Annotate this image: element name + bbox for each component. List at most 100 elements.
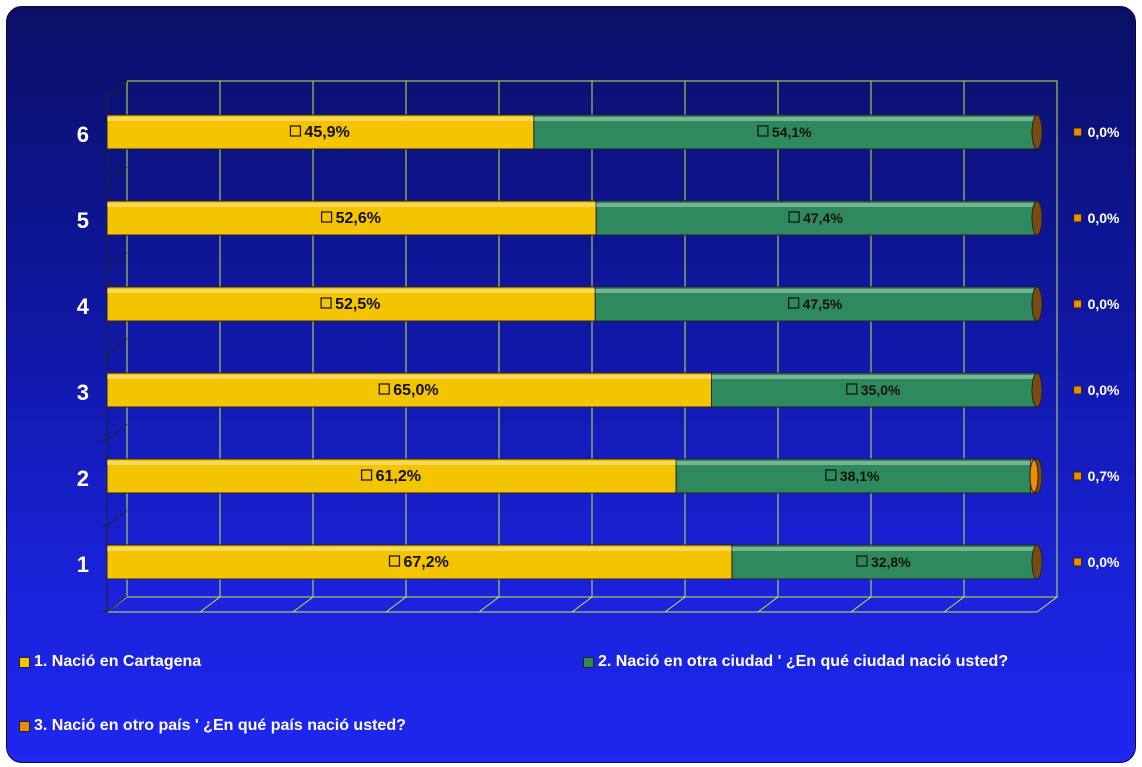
data-label-text: 45,9%	[304, 124, 349, 141]
bar-segment	[533, 114, 1038, 150]
data-label-text: 52,5%	[335, 296, 380, 313]
bar-highlight	[533, 117, 1037, 121]
legend-item-otra-ciudad: 2. Nació en otra ciudad ' ¿En qué ciudad…	[583, 653, 1008, 671]
bar-highlight	[731, 547, 1037, 551]
bar-end-cap	[1031, 372, 1043, 408]
floor-gridline	[292, 596, 314, 613]
data-label-text: 0,0%	[1088, 296, 1120, 312]
data-label: 65,0%	[378, 382, 439, 399]
bar-highlight	[676, 461, 1031, 465]
data-label-text: 0,7%	[1088, 468, 1120, 484]
data-label-text: 67,2%	[403, 554, 448, 571]
bar-segment	[106, 114, 535, 150]
data-label-marker-icon	[757, 125, 769, 137]
floor-gridline	[850, 596, 872, 613]
bar-highlight	[107, 117, 534, 121]
data-label: 38,1%	[825, 468, 880, 484]
data-label-marker-icon	[788, 211, 800, 223]
data-label-text: 47,5%	[803, 296, 843, 312]
side-wall-line	[106, 595, 128, 613]
legend-item-cartagena: 1. Nació en Cartagena	[19, 653, 201, 671]
category-tick-label: 1	[77, 552, 89, 577]
category-tick-label: 3	[77, 380, 89, 405]
floor-gridline	[757, 596, 779, 613]
chart-frame: 1 67,2% 32,8% 0,0% 2 61,2% 38,1% 0,7% 3 65,0% 35,0…	[6, 6, 1136, 763]
floor-gridline	[571, 596, 593, 613]
data-label: 0,0%	[1073, 124, 1120, 140]
data-label-text: 0,0%	[1088, 124, 1120, 140]
data-label-marker-icon	[856, 555, 868, 567]
data-label-text: 61,2%	[376, 468, 421, 485]
data-label-text: 38,1%	[840, 468, 880, 484]
category-tick-label: 2	[77, 466, 89, 491]
bar-segment	[106, 458, 677, 494]
data-label: 47,5%	[788, 296, 843, 312]
bar-highlight	[107, 547, 732, 551]
side-wall-line	[106, 80, 128, 98]
data-label: 0,0%	[1073, 210, 1120, 226]
data-label-text: 35,0%	[861, 382, 901, 398]
bar-highlight	[107, 461, 677, 465]
bar-highlight	[107, 289, 596, 293]
data-label-text: 54,1%	[772, 124, 812, 140]
bar-highlight	[711, 375, 1037, 379]
floor-gridline	[943, 596, 965, 613]
bar-segment	[106, 286, 596, 322]
data-label: 61,2%	[360, 468, 421, 485]
data-label: 0,7%	[1073, 468, 1120, 484]
data-label: 54,1%	[757, 124, 812, 140]
data-label-marker-icon	[1073, 127, 1083, 137]
side-wall-line	[106, 338, 128, 355]
data-label: 45,9%	[289, 124, 350, 141]
bar-end-cap	[1031, 544, 1043, 580]
category-tick-label: 5	[77, 208, 89, 233]
bar-end-cap	[1031, 286, 1043, 322]
data-label-marker-icon	[846, 383, 858, 395]
data-label-marker-icon	[1073, 385, 1083, 395]
side-wall-line	[106, 166, 128, 184]
data-label-text: 65,0%	[393, 382, 438, 399]
data-label: 47,4%	[788, 210, 843, 226]
data-label-marker-icon	[825, 469, 837, 481]
bar-segment	[106, 372, 712, 408]
legend-label: 2. Nació en otra ciudad ' ¿En qué ciudad…	[598, 653, 1009, 670]
data-label-text: 0,0%	[1088, 554, 1120, 570]
legend-swatch-icon	[19, 656, 30, 668]
data-label-text: 0,0%	[1088, 382, 1120, 398]
data-label-marker-icon	[788, 297, 800, 309]
bar-highlight	[107, 203, 597, 207]
data-label: 52,5%	[320, 296, 381, 313]
data-label: 32,8%	[856, 554, 911, 570]
side-wall-line	[106, 509, 128, 527]
floor	[105, 596, 1059, 613]
bar-segment	[1029, 459, 1039, 493]
data-label-marker-icon	[1073, 213, 1083, 223]
data-label-marker-icon	[320, 297, 332, 309]
bar-end-cap	[1031, 114, 1043, 150]
data-label: 0,0%	[1073, 382, 1120, 398]
data-label-text: 0,0%	[1088, 210, 1120, 226]
legend-label: 1. Nació en Cartagena	[34, 653, 202, 670]
category-tick-label: 4	[77, 294, 90, 319]
bar-segment	[675, 458, 1031, 494]
data-label-marker-icon	[289, 125, 302, 137]
category-tick-label: 6	[77, 122, 89, 147]
bar-segment	[731, 544, 1038, 580]
legend-item-otro-pais: 3. Nació en otro país ' ¿En qué país nac…	[19, 717, 406, 735]
bar-highlight	[596, 203, 1037, 207]
data-label-text: 47,4%	[803, 210, 843, 226]
side-wall-line	[106, 252, 128, 270]
legend-swatch-icon	[583, 656, 594, 668]
data-label-marker-icon	[360, 469, 373, 481]
data-label: 0,0%	[1073, 296, 1120, 312]
data-label-marker-icon	[1073, 299, 1083, 309]
bar-end-cap	[1031, 200, 1043, 236]
data-label: 67,2%	[388, 554, 449, 571]
floor-gridline	[199, 596, 221, 613]
bar-highlight	[595, 289, 1037, 293]
floor-gridline	[385, 596, 407, 613]
chart-plot: 1 67,2% 32,8% 0,0% 2 61,2% 38,1% 0,7% 3 65,0% 35,0…	[77, 80, 1120, 613]
bar-segment	[594, 286, 1038, 322]
data-label: 35,0%	[846, 382, 901, 398]
data-label-marker-icon	[388, 555, 401, 567]
